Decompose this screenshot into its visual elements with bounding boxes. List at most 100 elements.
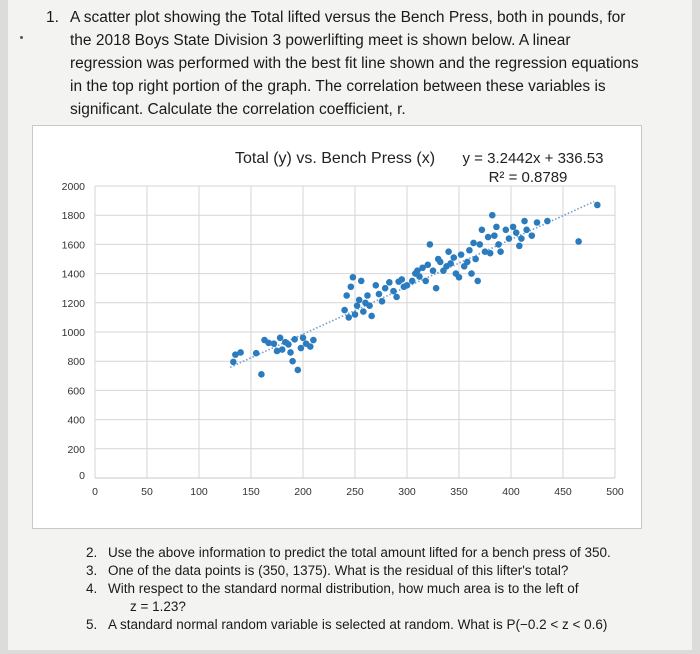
question-5-text: A standard normal random variable is sel… — [108, 617, 608, 632]
question-3-number: 3. — [86, 563, 98, 578]
data-point — [464, 258, 471, 266]
question-1-text: A scatter plot showing the Total lifted … — [70, 9, 639, 118]
data-point — [347, 283, 355, 291]
y-tick-label: 1400 — [62, 269, 86, 281]
data-point — [232, 351, 239, 358]
x-tick-label: 300 — [398, 486, 416, 498]
question-1-number: 1. — [46, 9, 59, 26]
data-point — [351, 311, 359, 318]
data-point — [436, 258, 444, 266]
data-point — [278, 346, 286, 353]
data-point — [310, 336, 317, 344]
data-point — [345, 314, 353, 321]
data-point — [375, 290, 383, 298]
data-point — [468, 270, 475, 277]
data-point — [297, 344, 305, 352]
data-point — [447, 260, 454, 267]
y-axis-tick-labels: 0 200 400 600 800 1000 1200 1400 1600 1800 2000 — [62, 181, 86, 482]
data-point — [457, 251, 465, 258]
data-point — [491, 232, 498, 239]
y-tick-label: 1200 — [62, 298, 86, 310]
data-point — [299, 334, 307, 342]
data-point — [523, 226, 530, 234]
data-point — [291, 336, 298, 343]
data-point — [497, 248, 504, 255]
x-axis-tick-labels: 0 50 100 150 200 250 300 350 400 450 500 — [92, 486, 624, 498]
data-point — [386, 279, 393, 286]
trendline — [229, 200, 595, 369]
data-point — [419, 264, 426, 272]
data-point — [429, 267, 437, 274]
scatter-plot-svg: 0 200 400 600 800 1000 1200 1400 1600 1800 2000 0 5… — [62, 150, 624, 498]
data-point — [414, 267, 421, 274]
data-point — [493, 223, 500, 231]
data-point — [372, 281, 380, 289]
data-point — [533, 219, 541, 226]
x-tick-label: 50 — [141, 486, 153, 498]
question-2: 2. Use the above information to predict … — [86, 544, 666, 562]
data-point — [484, 233, 492, 241]
data-point — [594, 201, 601, 209]
data-point — [349, 273, 357, 281]
grid-lines — [94, 185, 616, 479]
question-4-number: 4. — [86, 581, 98, 596]
data-point — [287, 349, 294, 356]
data-point — [472, 255, 479, 263]
data-point — [470, 239, 477, 247]
x-tick-label: 100 — [190, 486, 208, 498]
data-point — [476, 241, 484, 248]
data-point — [276, 334, 284, 342]
data-point — [403, 281, 411, 289]
data-point — [306, 343, 314, 350]
r-squared-label: R² = 0.8789 — [489, 169, 568, 186]
trendline-layer — [229, 200, 595, 369]
data-point — [408, 277, 416, 285]
y-tick-label: 200 — [67, 444, 85, 456]
data-point — [355, 296, 363, 304]
data-point — [488, 211, 496, 219]
y-tick-label: 800 — [67, 356, 85, 368]
data-point — [445, 248, 452, 255]
x-tick-label: 250 — [346, 486, 364, 498]
data-point — [258, 371, 265, 378]
data-point — [381, 284, 389, 292]
regression-equation: y = 3.2442x + 336.53 — [463, 150, 604, 167]
data-point — [270, 340, 278, 347]
question-4-continuation: z = 1.23? — [130, 599, 186, 614]
data-point — [424, 261, 432, 269]
data-point — [360, 308, 367, 315]
data-point — [575, 238, 582, 245]
question-2-text: Use the above information to predict the… — [108, 545, 611, 560]
data-point — [502, 226, 510, 234]
data-point — [378, 298, 386, 305]
data-point — [390, 287, 397, 295]
data-point — [422, 277, 430, 285]
data-point — [289, 357, 296, 365]
data-point — [416, 273, 423, 280]
data-point — [285, 341, 292, 348]
data-point — [341, 306, 348, 314]
y-tick-label: 400 — [67, 415, 85, 427]
data-point — [353, 302, 361, 310]
data-point — [393, 293, 400, 301]
y-tick-label: 0 — [79, 470, 85, 482]
question-5-number: 5. — [86, 617, 98, 632]
data-point — [478, 226, 486, 234]
x-tick-label: 500 — [606, 486, 624, 498]
data-point — [466, 246, 473, 254]
y-tick-label: 600 — [67, 385, 85, 397]
data-point — [544, 217, 551, 225]
question-1: 1. A scatter plot showing the Total lift… — [46, 6, 646, 121]
data-point — [481, 248, 489, 255]
x-tick-label: 0 — [92, 486, 98, 498]
data-point — [474, 277, 482, 285]
data-point — [252, 349, 260, 357]
question-list: 2. Use the above information to predict … — [86, 544, 666, 634]
data-point — [486, 249, 494, 257]
y-tick-label: 2000 — [62, 181, 86, 193]
data-point — [343, 292, 350, 299]
y-tick-label: 1000 — [62, 327, 86, 339]
x-tick-label: 450 — [554, 486, 572, 498]
data-point — [426, 241, 434, 248]
x-tick-label: 200 — [294, 486, 312, 498]
